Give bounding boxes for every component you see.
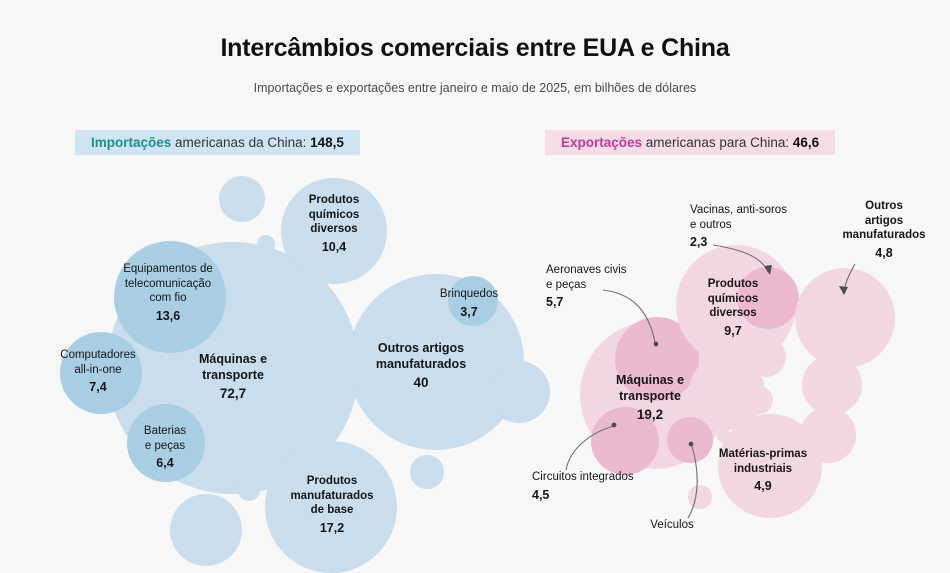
- legend-exports: Exportações americanas para China: 46,6: [545, 130, 836, 155]
- label-imports-maquinas-transporte: Máquinas e transporte 72,7: [198, 352, 268, 401]
- bubble-exports-filler-6: [717, 429, 731, 443]
- legend-imports-value: 148,5: [310, 135, 344, 150]
- label-imports-telecom: Equipamentos de telecomunicação com fio …: [123, 263, 213, 323]
- label-imports-computadores: Computadores all-in-one 7,4: [60, 349, 136, 394]
- label-exports-outros-artigos: Outros artigos manufaturados 4,8: [842, 200, 926, 260]
- legend-imports: Importações americanas da China: 148,5: [75, 130, 360, 155]
- legend-imports-text: americanas da China:: [171, 135, 311, 150]
- page-subtitle: Importações e exportações entre janeiro …: [253, 81, 697, 95]
- bubble-imports-filler-4: [238, 479, 260, 501]
- bubble-imports-filler-5: [170, 494, 242, 566]
- bubble-imports-filler-3: [299, 276, 329, 306]
- bubble-imports-filler-7: [488, 361, 550, 423]
- page-title: Intercâmbios comerciais entre EUA e Chin…: [220, 34, 730, 62]
- legend-exports-keyword: Exportações: [561, 135, 643, 150]
- label-imports-baterias: Baterias e peças 6,4: [143, 425, 187, 470]
- bubble-exports-filler-3: [689, 354, 765, 430]
- bubble-imports-filler-1: [219, 176, 265, 222]
- bubble-exports-filler-7: [688, 485, 712, 509]
- label-exports-circuitos: Circuitos integrados 4,5: [532, 471, 634, 502]
- label-imports-quimicos: Produtos químicos diversos 10,4: [308, 194, 360, 254]
- label-exports-materias-primas: Matérias-primas industriais 4,9: [718, 448, 808, 493]
- legend-imports-keyword: Importações: [91, 135, 172, 150]
- bubble-exports-vacinas: [737, 267, 799, 329]
- label-exports-veiculos: Veículos: [650, 519, 694, 531]
- legend-exports-value: 46,6: [792, 135, 820, 150]
- label-exports-vacinas: Vacinas, anti-soros e outros 2,3: [690, 204, 787, 249]
- label-exports-aeronaves: Aeronaves civis e peças 5,7: [546, 264, 627, 309]
- bubble-imports-filler-2: [257, 235, 275, 253]
- label-exports-maquinas-transporte: Máquinas e transporte 19,2: [615, 373, 685, 422]
- bubble-imports-telecom: [114, 241, 226, 353]
- label-imports-brinquedos: Brinquedos 3,7: [439, 288, 499, 319]
- bubble-imports-filler-6: [410, 455, 444, 489]
- legend-exports-text: americanas para China:: [642, 135, 793, 150]
- bubble-exports-filler-4: [802, 355, 862, 415]
- label-exports-quimicos: Produtos químicos diversos 9,7: [707, 278, 759, 338]
- bubble-exports-filler-5: [800, 407, 856, 463]
- bubble-imports-brinquedos: [448, 276, 498, 326]
- bubble-exports-outros-artigos: [795, 268, 895, 368]
- infographic-root: Intercâmbios comerciais entre EUA e Chin…: [60, 34, 926, 573]
- label-imports-produtos-base: Produtos manufaturados de base 17,2: [290, 475, 374, 535]
- bubble-imports-baterias: [127, 404, 205, 482]
- bubble-imports-computadores: [60, 332, 142, 414]
- bubble-chart: [60, 176, 895, 573]
- bubble-imports-quimicos: [281, 178, 387, 284]
- label-imports-outros-artigos: Outros artigos manufaturados 40: [375, 341, 467, 390]
